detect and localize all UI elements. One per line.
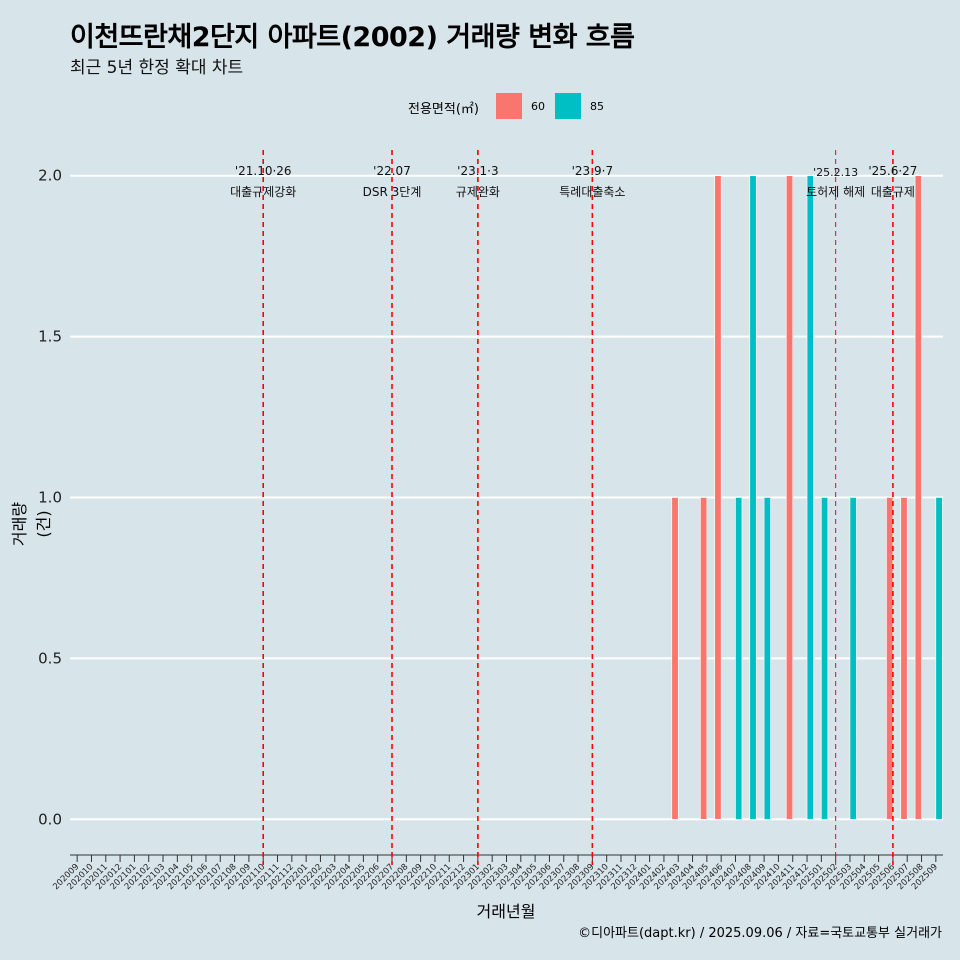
event-label-202301: 규제완화 (456, 185, 500, 199)
chart-subtitle: 최근 5년 한정 확대 차트 (70, 58, 244, 78)
y-tick-label: 0.5 (38, 649, 62, 667)
bar-60-202405 (700, 497, 708, 820)
bar-85-202412 (806, 175, 814, 820)
bar-85-202503 (849, 497, 857, 820)
event-label-202506: 대출규제 (871, 185, 915, 199)
event-label-202110: 대출규제강화 (230, 185, 296, 199)
legend-label-85: 85 (590, 100, 604, 113)
bar-85-202407 (735, 497, 743, 820)
bar-85-202501 (821, 497, 829, 820)
legend-key-60 (496, 93, 522, 119)
bar-85-202509 (935, 497, 943, 820)
y-tick-label: 0.0 (38, 810, 62, 828)
bar-60-202507 (900, 497, 908, 820)
bar-60-202411 (785, 175, 794, 820)
y-axis-title: 거래량(건) (10, 501, 53, 547)
event-date-202502: '25.2.13 (813, 166, 858, 179)
legend-label-60: 60 (531, 100, 545, 113)
event-date-202301: '23.1·3 (457, 164, 498, 178)
event-date-202309: '23.9·7 (572, 164, 613, 178)
y-tick-label: 2.0 (38, 167, 62, 185)
legend-title: 전용면적(㎡) (408, 102, 479, 117)
event-date-202110: '21.10·26 (235, 164, 292, 178)
bar-85-202409 (763, 497, 771, 820)
y-tick-label: 1.5 (38, 328, 62, 346)
bar-60-202506 (886, 497, 894, 820)
legend: 전용면적(㎡) 60 85 (0, 92, 960, 122)
event-date-202207: '22.07 (373, 164, 411, 178)
event-label-202502: 토허제 해제 (806, 185, 865, 199)
chart-title: 이천뜨란채2단지 아파트(2002) 거래량 변화 흐름 (70, 22, 635, 53)
bar-60-202403 (671, 497, 679, 820)
source-caption: ©디아파트(dapt.kr) / 2025.09.06 / 자료=국토교통부 실… (578, 926, 942, 941)
bar-60-202406 (714, 175, 722, 820)
event-label-202207: DSR 3단계 (363, 185, 422, 199)
bar-85-202408 (749, 175, 757, 820)
event-date-202506: '25.6·27 (868, 164, 917, 178)
y-tick-label: 1.0 (38, 489, 62, 507)
event-label-202309: 특례대출축소 (559, 185, 625, 199)
legend-key-85 (555, 93, 581, 119)
x-axis-title: 거래년월 (476, 902, 536, 921)
bar-60-202508 (914, 175, 922, 820)
